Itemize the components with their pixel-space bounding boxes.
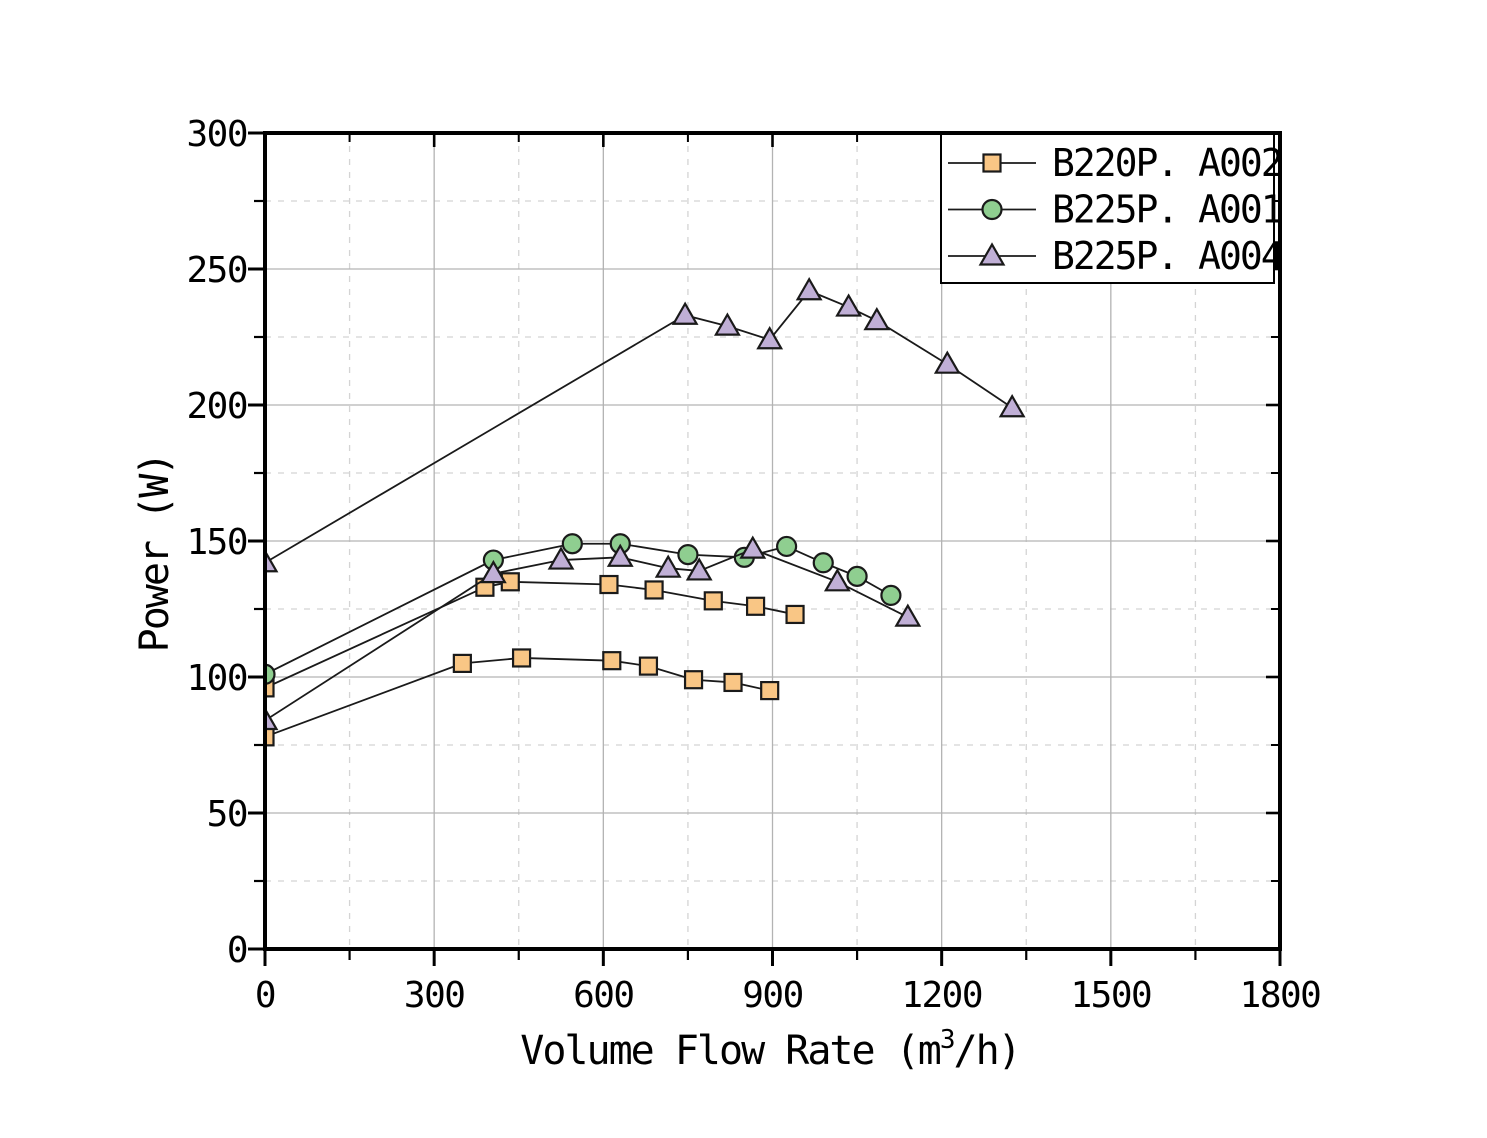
y-tick-label: 300 bbox=[186, 114, 247, 155]
square-marker bbox=[745, 596, 766, 616]
x-tick-label: 0 bbox=[255, 975, 275, 1016]
triangle-marker bbox=[265, 549, 279, 573]
square-marker bbox=[638, 656, 659, 676]
triangle-marker bbox=[479, 559, 507, 584]
legend-label: B225P. A001 bbox=[1052, 188, 1282, 232]
square-marker bbox=[599, 574, 619, 595]
circle-marker bbox=[880, 584, 902, 607]
legend-entry-0: B220P. A002 bbox=[948, 141, 1284, 185]
square-marker bbox=[785, 604, 805, 625]
series-line bbox=[265, 542, 892, 676]
triangle-marker bbox=[978, 242, 1006, 266]
y-tick-label: 250 bbox=[186, 250, 247, 291]
square-marker bbox=[703, 591, 723, 611]
square-marker bbox=[982, 153, 1002, 173]
triangle-marker bbox=[265, 706, 279, 731]
circle-marker bbox=[846, 565, 868, 587]
circle-marker bbox=[775, 535, 798, 558]
triangle-marker bbox=[547, 546, 575, 570]
triangle-marker bbox=[756, 326, 784, 350]
triangle-marker bbox=[933, 350, 961, 374]
y-tick-label: 0 bbox=[227, 930, 247, 971]
triangle-marker bbox=[795, 277, 823, 301]
triangle-marker bbox=[998, 394, 1026, 418]
y-tick-label: 50 bbox=[207, 794, 247, 835]
triangle-marker bbox=[606, 543, 634, 567]
triangle-marker bbox=[671, 301, 699, 325]
x-tick-label: 1500 bbox=[1070, 975, 1151, 1016]
square-marker bbox=[644, 580, 664, 600]
y-tick-label: 150 bbox=[186, 522, 247, 563]
y-tick-label: 100 bbox=[186, 658, 247, 699]
square-marker bbox=[683, 670, 704, 690]
circle-marker bbox=[561, 533, 583, 555]
triangle-marker bbox=[823, 568, 851, 592]
legend-entry-1: B225P. A001 bbox=[948, 188, 1284, 232]
square-marker bbox=[602, 651, 622, 671]
x-tick-label: 1800 bbox=[1240, 975, 1321, 1016]
triangle-marker bbox=[739, 535, 767, 559]
triangle-marker bbox=[894, 603, 922, 627]
y-tick-label: 200 bbox=[186, 386, 247, 427]
square-marker bbox=[511, 648, 532, 668]
legend-label: B220P. A002 bbox=[1052, 141, 1282, 185]
x-tick-label: 1200 bbox=[901, 975, 982, 1016]
legend-label: B225P. A004 bbox=[1052, 234, 1283, 278]
circle-marker bbox=[677, 543, 699, 566]
square-marker bbox=[452, 653, 472, 674]
square-marker bbox=[265, 727, 275, 747]
circle-marker bbox=[812, 552, 834, 574]
y-axis-title: Power (W) bbox=[132, 454, 178, 653]
square-marker bbox=[760, 680, 780, 701]
x-tick-label: 900 bbox=[742, 975, 803, 1016]
triangle-marker bbox=[835, 293, 863, 317]
triangle-marker bbox=[713, 312, 741, 336]
triangle-marker bbox=[863, 306, 891, 331]
circle-marker bbox=[265, 663, 276, 685]
series-b225p-a004 bbox=[265, 277, 1026, 731]
square-marker bbox=[265, 678, 275, 698]
x-tick-label: 600 bbox=[573, 975, 634, 1016]
circle-marker bbox=[981, 198, 1003, 221]
x-tick-label: 300 bbox=[404, 975, 465, 1016]
triangle-marker bbox=[654, 554, 682, 578]
x-axis-title: Volume Flow Rate (m3/h) bbox=[520, 1025, 1019, 1074]
plot-frame bbox=[263, 131, 1282, 951]
series-b220p-a002 bbox=[265, 572, 805, 747]
square-marker bbox=[723, 672, 743, 693]
triangle-marker bbox=[685, 557, 713, 581]
series-group bbox=[265, 277, 1026, 747]
legend-entry-2: B225P. A004 bbox=[948, 234, 1285, 278]
